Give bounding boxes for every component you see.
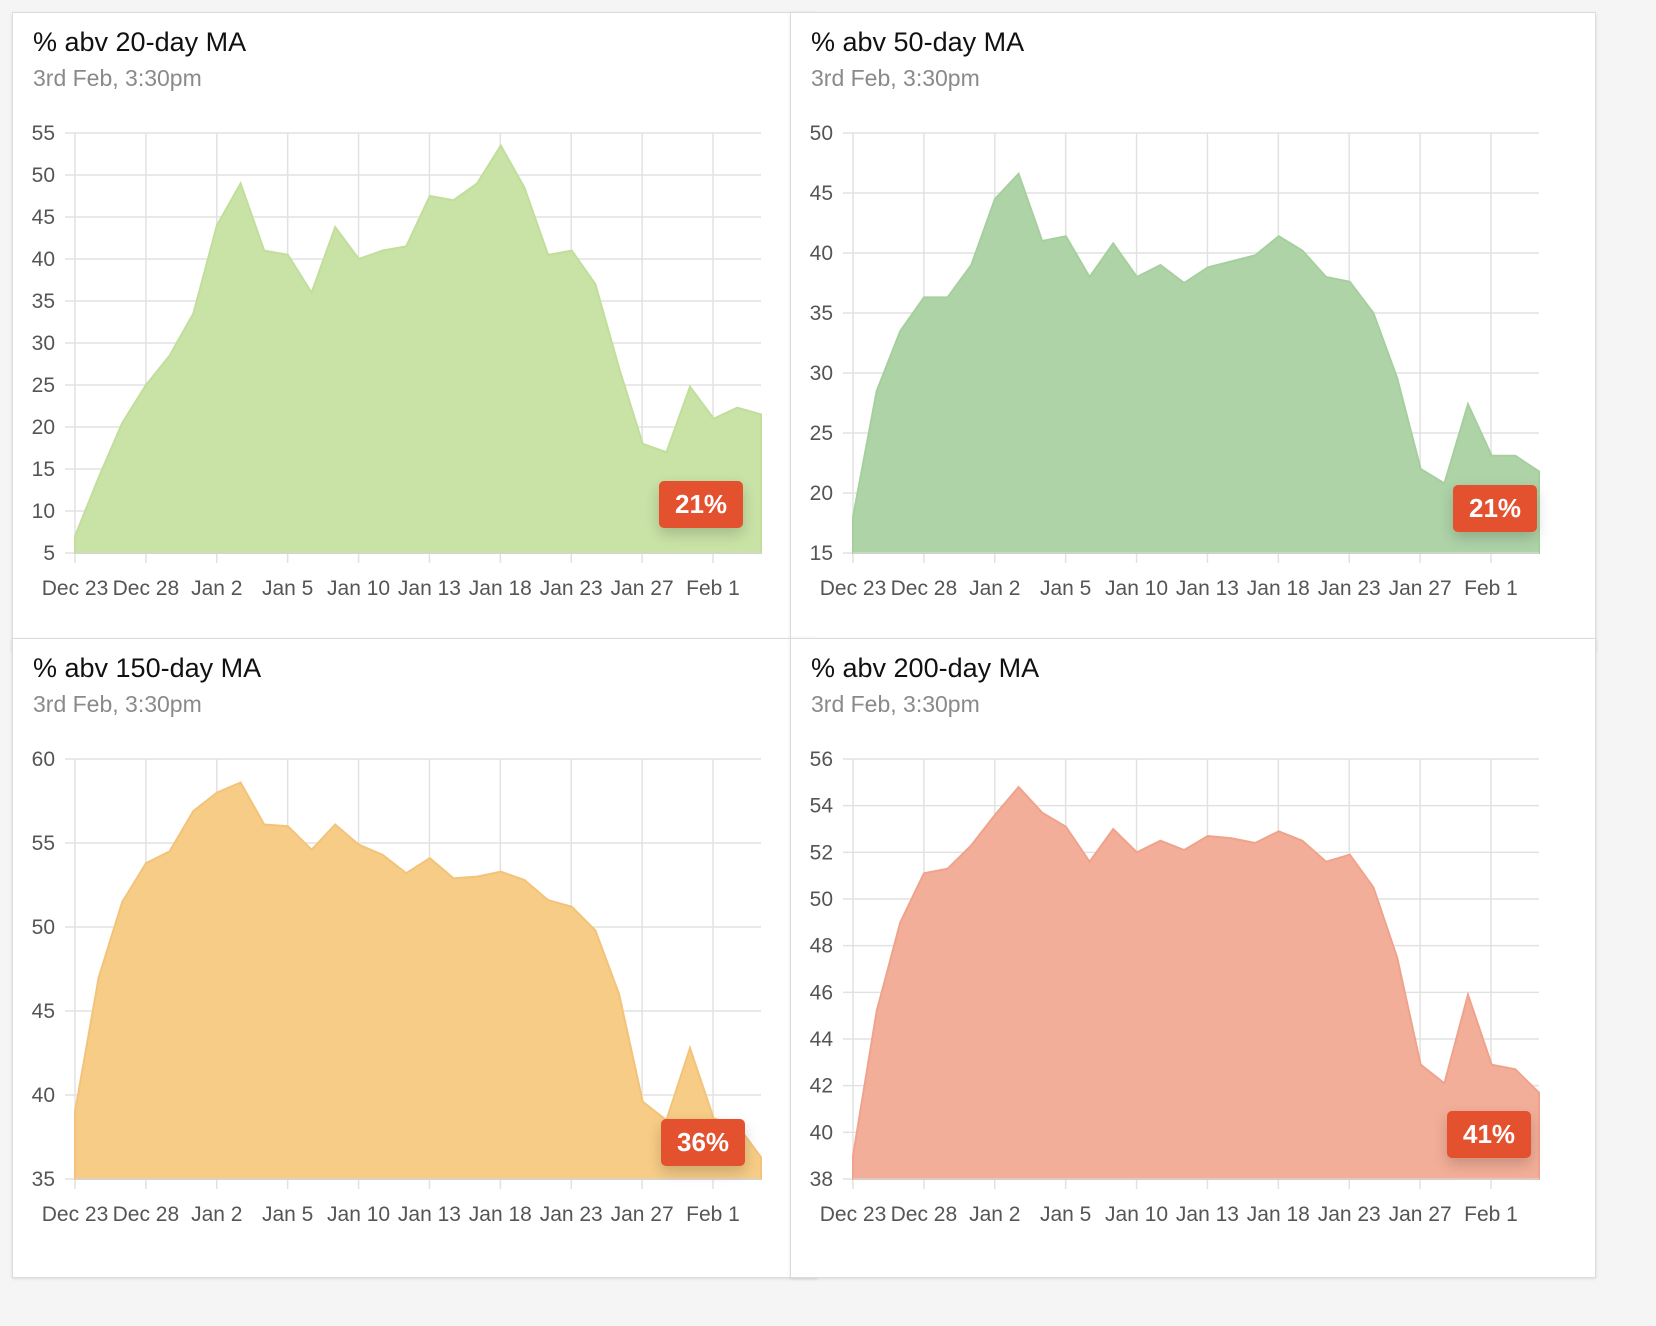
chart-subtitle: 3rd Feb, 3:30pm [811, 691, 980, 717]
y-tick-label: 44 [810, 1028, 834, 1051]
y-tick-label: 38 [810, 1168, 833, 1191]
chart-subtitle: 3rd Feb, 3:30pm [811, 65, 980, 91]
y-tick-label: 40 [810, 242, 833, 265]
x-tick-label: Jan 27 [611, 1203, 674, 1226]
x-tick-label: Jan 18 [1247, 577, 1310, 600]
x-tick-label: Dec 28 [891, 577, 958, 600]
area-chart-50-day: 15 20 25 30 35 40 45 50 Dec 23 Dec 28 Jan 2 Jan 5 Ja… [810, 122, 1540, 600]
area-chart-20-day: 5 10 15 20 25 30 35 40 45 50 55 Dec 23 Dec 28 Jan 2 Ja… [32, 122, 762, 600]
y-tick-label: 45 [32, 1000, 55, 1023]
y-tick-label: 45 [810, 182, 833, 205]
x-tick-label: Dec 23 [820, 577, 887, 600]
x-tick-label: Dec 28 [113, 577, 180, 600]
y-tick-label: 60 [32, 748, 55, 771]
x-tick-label: Jan 23 [540, 1203, 603, 1226]
y-tick-label: 45 [32, 206, 55, 229]
y-tick-label: 54 [810, 795, 834, 818]
y-tick-label: 50 [32, 916, 55, 939]
y-tick-label: 20 [810, 482, 833, 505]
x-tick-label: Feb 1 [1464, 577, 1518, 600]
x-tick-label: Jan 10 [1105, 1203, 1168, 1226]
x-tick-label: Jan 5 [1040, 1203, 1091, 1226]
y-tick-label: 15 [810, 542, 833, 565]
value-badge: 21% [659, 481, 744, 528]
chart-title: % abv 150-day MA [33, 653, 262, 683]
x-tick-label: Jan 2 [191, 1203, 242, 1226]
x-tick-label: Jan 2 [969, 577, 1020, 600]
y-tick-label: 40 [32, 1084, 55, 1107]
y-tick-label: 5 [43, 542, 55, 565]
area-series [74, 781, 762, 1180]
x-tick-label: Jan 23 [1318, 577, 1381, 600]
y-tick-label: 55 [32, 832, 55, 855]
y-tick-label: 40 [810, 1121, 833, 1144]
x-tick-label: Jan 27 [1389, 577, 1452, 600]
x-tick-label: Jan 13 [1176, 1203, 1239, 1226]
x-tick-label: Jan 23 [1318, 1203, 1381, 1226]
area-chart-150-day: 35 40 45 50 55 60 Dec 23 Dec 28 Jan 2 Jan 5 Jan 10… [32, 748, 762, 1226]
x-tick-label: Jan 13 [1176, 577, 1239, 600]
y-tick-label: 30 [810, 362, 833, 385]
y-tick-label: 56 [810, 748, 833, 771]
x-tick-label: Jan 18 [469, 577, 532, 600]
chart-title: % abv 200-day MA [811, 653, 1040, 683]
y-tick-label: 35 [32, 290, 55, 313]
x-tick-label: Jan 23 [540, 577, 603, 600]
x-tick-label: Jan 18 [1247, 1203, 1310, 1226]
value-badge: 21% [1453, 485, 1538, 532]
chart-card-150-day: % abv 150-day MA 3rd Feb, 3:30pm 35 40 45 5… [12, 638, 818, 1278]
x-tick-label: Jan 10 [1105, 577, 1168, 600]
x-tick-label: Jan 2 [969, 1203, 1020, 1226]
x-tick-label: Jan 2 [191, 577, 242, 600]
chart-card-50-day: % abv 50-day MA 3rd Feb, 3:30pm 15 20 25 30… [790, 12, 1596, 652]
x-tick-label: Dec 23 [42, 1203, 109, 1226]
x-tick-label: Jan 10 [327, 1203, 390, 1226]
y-tick-label: 20 [32, 416, 55, 439]
chart-title: % abv 50-day MA [811, 27, 1025, 57]
x-tick-label: Jan 27 [1389, 1203, 1452, 1226]
x-tick-label: Jan 5 [262, 577, 313, 600]
x-tick-label: Jan 10 [327, 577, 390, 600]
y-tick-label: 25 [810, 422, 833, 445]
y-tick-label: 46 [810, 981, 833, 1004]
y-tick-label: 52 [810, 841, 833, 864]
x-tick-label: Jan 18 [469, 1203, 532, 1226]
x-tick-label: Feb 1 [686, 577, 740, 600]
y-tick-label: 50 [810, 888, 833, 911]
value-badge: 41% [1447, 1111, 1532, 1158]
y-tick-label: 42 [810, 1075, 833, 1098]
y-tick-label: 55 [32, 122, 55, 145]
x-tick-label: Dec 28 [891, 1203, 958, 1226]
y-tick-label: 15 [32, 458, 55, 481]
chart-card-200-day: % abv 200-day MA 3rd Feb, 3:30pm 38 40 42 4… [790, 638, 1596, 1278]
chart-subtitle: 3rd Feb, 3:30pm [33, 65, 202, 91]
chart-subtitle: 3rd Feb, 3:30pm [33, 691, 202, 717]
x-tick-label: Dec 23 [42, 577, 109, 600]
y-tick-label: 50 [32, 164, 55, 187]
x-tick-label: Jan 13 [398, 577, 461, 600]
area-series [852, 171, 1540, 554]
y-tick-label: 35 [810, 302, 833, 325]
chart-title: % abv 20-day MA [33, 27, 247, 57]
chart-card-20-day: % abv 20-day MA 3rd Feb, 3:30pm 5 10 15 20 2… [12, 12, 818, 652]
x-tick-label: Jan 5 [262, 1203, 313, 1226]
y-tick-label: 10 [32, 500, 55, 523]
x-tick-label: Dec 28 [113, 1203, 180, 1226]
x-tick-label: Feb 1 [1464, 1203, 1518, 1226]
x-tick-label: Feb 1 [686, 1203, 740, 1226]
y-tick-label: 25 [32, 374, 55, 397]
x-tick-label: Jan 27 [611, 577, 674, 600]
area-chart-200-day: 38 40 42 44 46 48 50 52 54 56 Dec 23 Dec 28 Jan 2 Jan… [810, 748, 1540, 1226]
y-tick-label: 35 [32, 1168, 55, 1191]
y-tick-label: 48 [810, 935, 833, 958]
value-badge: 36% [661, 1119, 746, 1166]
area-series [852, 785, 1540, 1180]
y-tick-label: 40 [32, 248, 55, 271]
y-tick-label: 50 [810, 122, 833, 145]
x-tick-label: Jan 13 [398, 1203, 461, 1226]
x-tick-label: Jan 5 [1040, 577, 1091, 600]
x-tick-label: Dec 23 [820, 1203, 887, 1226]
y-tick-label: 30 [32, 332, 55, 355]
